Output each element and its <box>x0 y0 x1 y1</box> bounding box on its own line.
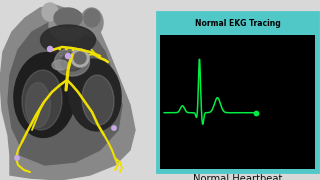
Ellipse shape <box>84 9 100 27</box>
FancyBboxPatch shape <box>160 35 315 169</box>
Point <box>253 111 259 114</box>
Ellipse shape <box>49 9 87 41</box>
Ellipse shape <box>22 70 62 130</box>
Ellipse shape <box>52 60 68 70</box>
Ellipse shape <box>42 3 58 21</box>
Point <box>111 127 116 129</box>
Text: Normal EKG Tracing: Normal EKG Tracing <box>195 19 280 28</box>
Polygon shape <box>8 20 122 165</box>
Ellipse shape <box>69 59 121 131</box>
Text: Normal Heartbeat
on EKG Monitor: Normal Heartbeat on EKG Monitor <box>193 174 282 180</box>
Circle shape <box>71 49 89 67</box>
Polygon shape <box>0 5 135 180</box>
Ellipse shape <box>26 82 51 127</box>
Ellipse shape <box>81 8 103 36</box>
FancyBboxPatch shape <box>157 12 318 172</box>
Point <box>47 48 52 50</box>
Ellipse shape <box>54 48 90 76</box>
Point <box>66 55 71 57</box>
Ellipse shape <box>14 53 76 137</box>
Ellipse shape <box>82 75 114 125</box>
Ellipse shape <box>41 25 95 55</box>
Point <box>14 157 20 159</box>
Ellipse shape <box>54 8 82 28</box>
Ellipse shape <box>61 53 83 71</box>
Circle shape <box>74 52 86 64</box>
